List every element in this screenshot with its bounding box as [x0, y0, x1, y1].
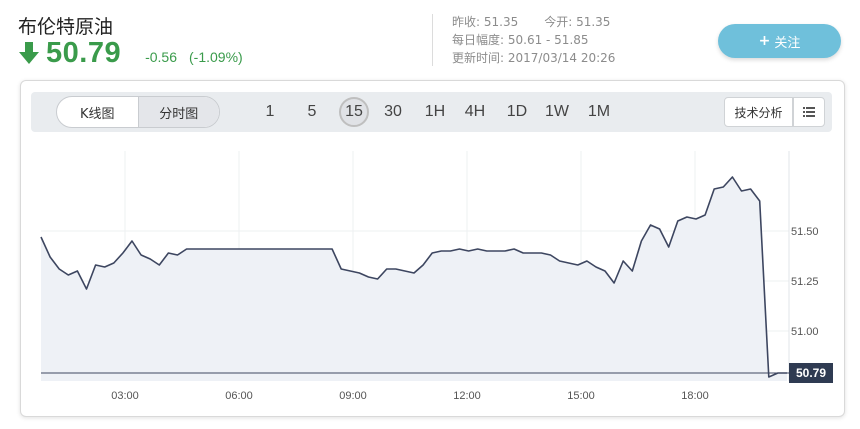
follow-button-label: 关注: [774, 35, 801, 51]
list-icon: [803, 107, 815, 117]
quote-header: 布伦特原油 50.79 -0.56 (-1.09%) 昨收: 51.35 今开: …: [0, 0, 860, 82]
x-tick-label: 09:00: [339, 390, 367, 402]
period-5[interactable]: 5: [307, 103, 317, 120]
y-tick-label: 51.00: [791, 326, 819, 338]
x-tick-label: 03:00: [111, 390, 139, 402]
period-15[interactable]: 15: [339, 97, 369, 127]
chart-toolbar: K线图 分时图 1 5 15 30 1H 4H 1D 1W 1M 技术分析: [31, 92, 832, 132]
price-row: 50.79 -0.56 (-1.09%): [18, 36, 243, 70]
price-change: -0.56: [145, 49, 177, 65]
tab-timeshare[interactable]: 分时图: [137, 97, 219, 127]
prev-close: 昨收: 51.35: [452, 15, 519, 29]
arrow-down-icon: [18, 40, 40, 66]
list-menu-button[interactable]: [793, 97, 825, 127]
x-tick-label: 12:00: [453, 390, 481, 402]
x-tick-label: 18:00: [681, 390, 709, 402]
plus-icon: +: [758, 33, 771, 49]
current-price-label: 50.79: [796, 366, 826, 380]
series-area: [41, 177, 787, 381]
x-tick-label: 15:00: [567, 390, 595, 402]
period-1d[interactable]: 1D: [506, 103, 528, 120]
header-divider: [432, 14, 433, 66]
tab-kline[interactable]: K线图: [79, 106, 115, 122]
quote-meta: 昨收: 51.35 今开: 51.35 每日幅度: 50.61 - 51.85 更…: [452, 13, 615, 67]
price-change-percent: (-1.09%): [189, 49, 243, 65]
period-4h[interactable]: 4H: [464, 103, 486, 120]
chart-panel: K线图 分时图 1 5 15 30 1H 4H 1D 1W 1M 技术分析 03:00 06:00…: [20, 80, 845, 417]
period-30[interactable]: 30: [384, 103, 402, 120]
x-tick-label: 06:00: [225, 390, 253, 402]
current-price: 50.79: [46, 37, 122, 69]
period-1[interactable]: 1: [265, 103, 275, 120]
period-1w[interactable]: 1W: [545, 103, 569, 120]
day-range: 每日幅度: 50.61 - 51.85: [452, 33, 589, 47]
instrument-title: 布伦特原油: [18, 16, 114, 38]
price-chart[interactable]: 03:00 06:00 09:00 12:00 15:00 18:00 51.50 51.25…: [21, 81, 844, 416]
follow-button[interactable]: + 关注: [718, 24, 841, 58]
chart-type-toggle: K线图 分时图: [56, 96, 220, 128]
open-price: 今开: 51.35: [544, 15, 611, 29]
y-tick-label: 51.50: [791, 226, 819, 238]
update-time: 更新时间: 2017/03/14 20:26: [452, 51, 616, 65]
technical-analysis-button[interactable]: 技术分析: [724, 97, 793, 127]
period-1m[interactable]: 1M: [587, 103, 611, 120]
period-1h[interactable]: 1H: [424, 103, 446, 120]
price-line: [40, 176, 787, 378]
current-price-marker: [789, 363, 833, 383]
y-tick-label: 51.25: [791, 276, 819, 288]
